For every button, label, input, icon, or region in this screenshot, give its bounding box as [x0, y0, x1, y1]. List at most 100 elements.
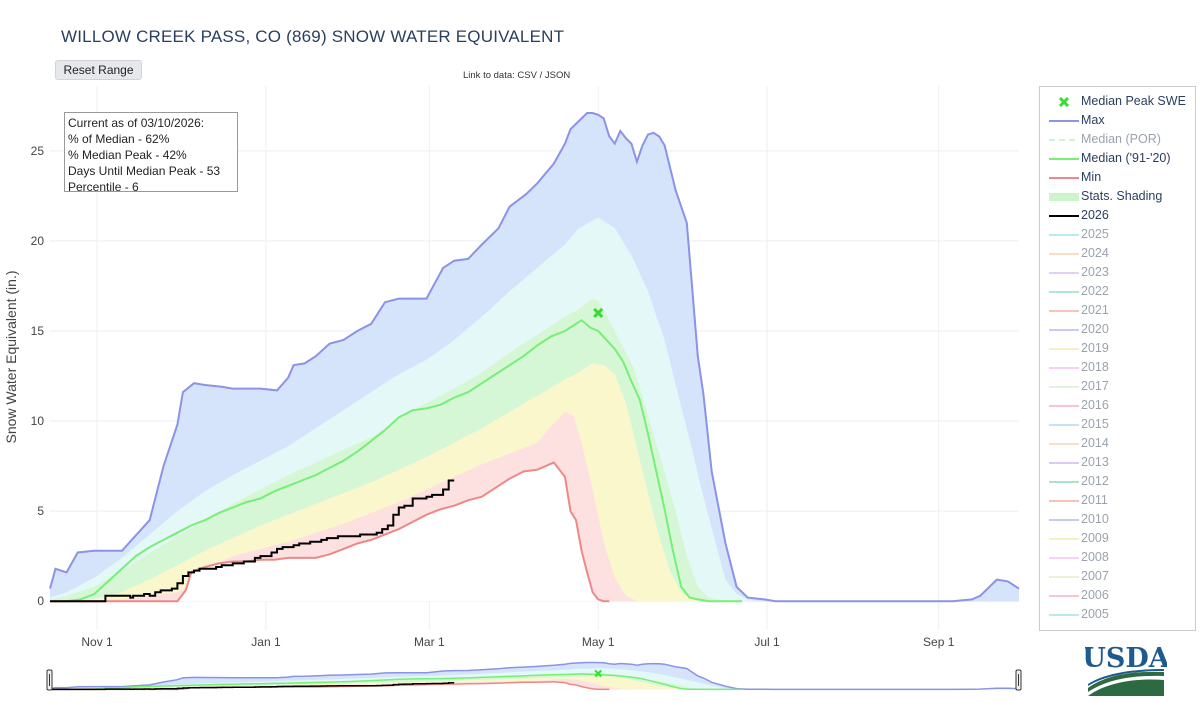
legend-item-2009[interactable]: 2009	[1040, 530, 1195, 549]
legend-label: Min	[1081, 170, 1102, 184]
legend-label: 2013	[1081, 455, 1109, 469]
legend-item-2024[interactable]: 2024	[1040, 245, 1195, 264]
plot-area[interactable]	[49, 86, 1020, 630]
legend-label: 2005	[1081, 607, 1109, 621]
data-link-separator: /	[536, 70, 545, 81]
legend-label: Median Peak SWE	[1081, 94, 1186, 108]
reset-range-button[interactable]: Reset Range	[55, 60, 142, 80]
legend-swatch-icon	[1049, 329, 1079, 331]
range-slider-left-handle[interactable]	[46, 669, 53, 691]
x-axis: Nov 1 Jan 1 Mar 1 May 1 Jul 1 Sep 1	[81, 635, 954, 649]
legend-item-max[interactable]: Max	[1040, 112, 1195, 131]
legend-item-2013[interactable]: 2013	[1040, 454, 1195, 473]
legend-item-median-91-20[interactable]: Median ('91-'20)	[1040, 150, 1195, 169]
legend-swatch-icon	[1049, 557, 1079, 559]
legend-swatch-icon	[1049, 405, 1079, 407]
stats-percent-of-median: % of Median - 62%	[68, 132, 170, 146]
legend-item-2008[interactable]: 2008	[1040, 549, 1195, 568]
legend-item-2012[interactable]: 2012	[1040, 473, 1195, 492]
legend-swatch-icon	[1049, 538, 1079, 540]
stats-percent-median-peak: % Median Peak - 42%	[68, 148, 187, 162]
legend-item-2026[interactable]: 2026	[1040, 207, 1195, 226]
legend-item-2021[interactable]: 2021	[1040, 302, 1195, 321]
legend-swatch-icon	[1049, 386, 1079, 388]
mini-current-year-line	[50, 682, 455, 691]
legend-label: 2014	[1081, 436, 1109, 450]
legend-label: Median ('91-'20)	[1081, 151, 1171, 165]
legend-item-2011[interactable]: 2011	[1040, 492, 1195, 511]
legend-swatch-icon	[1049, 424, 1079, 426]
x-tick-label: Jul 1	[754, 635, 780, 649]
y-tick-label: 10	[31, 414, 45, 428]
legend-item-2020[interactable]: 2020	[1040, 321, 1195, 340]
y-axis-title: Snow Water Equivalent (in.)	[3, 271, 19, 444]
range-slider[interactable]	[46, 661, 1022, 691]
legend-item-2016[interactable]: 2016	[1040, 397, 1195, 416]
legend-label: 2025	[1081, 227, 1109, 241]
legend-item-2010[interactable]: 2010	[1040, 511, 1195, 530]
legend-swatch-icon	[1049, 367, 1079, 369]
y-tick-label: 25	[31, 144, 45, 158]
legend-label: 2017	[1081, 379, 1109, 393]
legend-item-2007[interactable]: 2007	[1040, 568, 1195, 587]
legend-label: 2007	[1081, 569, 1109, 583]
max-line[interactable]	[49, 112, 1020, 603]
legend-item-2019[interactable]: 2019	[1040, 340, 1195, 359]
legend-item-2022[interactable]: 2022	[1040, 283, 1195, 302]
min-line[interactable]	[50, 461, 610, 603]
legend-swatch-icon	[1049, 481, 1079, 483]
legend-label: 2006	[1081, 588, 1109, 602]
legend-label: 2021	[1081, 303, 1109, 317]
legend-item-min[interactable]: Min	[1040, 169, 1195, 188]
chart-legend[interactable]: Median Peak SWE Max Median (POR) Median ('9…	[1039, 86, 1196, 631]
current-year-line[interactable]	[50, 479, 455, 603]
legend-label: 2022	[1081, 284, 1109, 298]
usda-logo-text: USDA	[1085, 643, 1167, 674]
legend-item-2025[interactable]: 2025	[1040, 226, 1195, 245]
legend-item-2017[interactable]: 2017	[1040, 378, 1195, 397]
stats-percentile: Percentile - 6	[68, 180, 139, 194]
legend-label: 2010	[1081, 512, 1109, 526]
y-tick-label: 15	[31, 324, 45, 338]
range-slider-right-handle[interactable]	[1015, 669, 1022, 691]
median-line[interactable]	[50, 318, 743, 603]
x-tick-label: Sep 1	[923, 635, 955, 649]
legend-item-stats-shading[interactable]: Stats. Shading	[1040, 188, 1195, 207]
median-peak-marker[interactable]	[593, 307, 604, 319]
legend-label: Median (POR)	[1081, 132, 1161, 146]
legend-swatch-icon	[1049, 576, 1079, 578]
csv-link[interactable]: CSV	[517, 70, 537, 81]
json-link[interactable]: JSON	[544, 70, 571, 81]
legend-item-2005[interactable]: 2005	[1040, 606, 1195, 625]
legend-item-2018[interactable]: 2018	[1040, 359, 1195, 378]
legend-item-2015[interactable]: 2015	[1040, 416, 1195, 435]
legend-item-2023[interactable]: 2023	[1040, 264, 1195, 283]
legend-label: 2020	[1081, 322, 1109, 336]
mini-min-band	[50, 681, 610, 690]
legend-label: 2008	[1081, 550, 1109, 564]
legend-item-median-por[interactable]: Median (POR)	[1040, 131, 1195, 150]
mini-median-line	[50, 673, 743, 691]
legend-item-median-peak-swe[interactable]: Median Peak SWE	[1040, 93, 1195, 112]
stats-days-until-median-peak: Days Until Median Peak - 53	[68, 164, 221, 178]
stats-annotation-box: Current as of 03/10/2026: % of Median - …	[64, 112, 238, 194]
y-axis: 0 5 10 15 20 25	[31, 144, 45, 608]
legend-item-2006[interactable]: 2006	[1040, 587, 1195, 606]
legend-swatch-icon	[1049, 519, 1079, 521]
mini-median-peak-marker	[594, 669, 602, 678]
legend-swatch-icon	[1049, 253, 1079, 255]
legend-swatch-icon	[1049, 462, 1079, 464]
legend-swatch-icon	[1049, 614, 1079, 616]
min-band	[50, 462, 610, 602]
legend-swatch-icon	[1049, 234, 1079, 236]
legend-swatch-icon	[1049, 500, 1079, 502]
x-tick-label: Mar 1	[414, 635, 445, 649]
legend-label: 2023	[1081, 265, 1109, 279]
stats-current-as-of: Current as of 03/10/2026:	[68, 116, 205, 130]
legend-swatch-icon	[1049, 310, 1079, 312]
chart-title: WILLOW CREEK PASS, CO (869) SNOW WATER E…	[61, 27, 565, 46]
legend-swatch-icon	[1049, 158, 1079, 160]
legend-swatch-icon	[1049, 120, 1079, 122]
legend-item-2014[interactable]: 2014	[1040, 435, 1195, 454]
